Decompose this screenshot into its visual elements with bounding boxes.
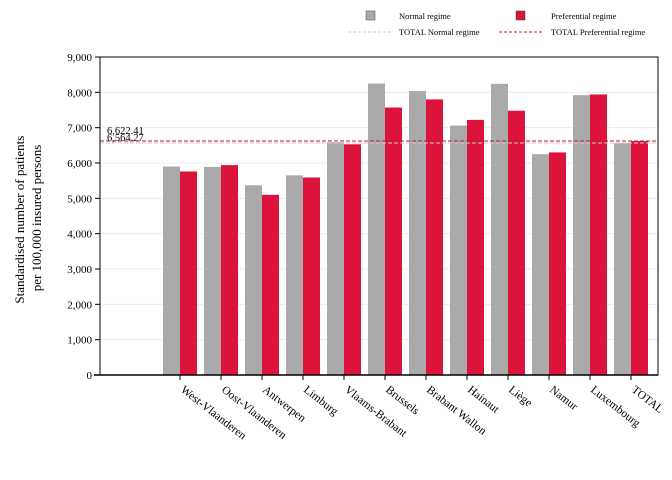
reference-line-label: 6,564.27 — [107, 133, 144, 144]
x-tick-label: TOTAL — [629, 384, 665, 416]
bar-normal — [491, 83, 508, 375]
bar-normal — [573, 95, 590, 375]
bar-normal — [368, 83, 385, 375]
y-tick-label: 4,000 — [67, 229, 92, 241]
y-axis-title-line2: per 100,000 insured persons — [29, 145, 44, 292]
bar-normal — [532, 154, 549, 375]
y-axis-title-line1: Standardised number of patients — [12, 136, 27, 304]
bar-normal — [204, 166, 221, 375]
legend-label-normal: Normal regime — [399, 11, 451, 21]
x-tick-label: Namur — [547, 384, 580, 413]
bar-preferential — [631, 141, 648, 375]
x-tick-label: Brussels — [383, 384, 422, 418]
bar-preferential — [385, 107, 402, 375]
bar-normal — [163, 166, 180, 375]
bar-normal — [614, 143, 631, 375]
y-tick-label: 5,000 — [67, 193, 92, 205]
legend-swatch-preferential — [515, 10, 526, 21]
legend-label-total-preferential: TOTAL Preferential regime — [551, 27, 645, 37]
bar-preferential — [426, 99, 443, 376]
y-tick-label: 0 — [87, 370, 93, 382]
bar-normal — [245, 185, 262, 375]
legend-swatch-normal — [365, 10, 376, 21]
bar-normal — [327, 142, 344, 375]
bar-preferential — [549, 152, 566, 375]
bar-preferential — [303, 177, 320, 375]
bar-preferential — [262, 194, 279, 375]
x-tick-label: Limburg — [301, 384, 340, 418]
bar-normal — [286, 175, 303, 375]
reference-lines: 6,564.276,622.41 — [100, 126, 658, 144]
bar-preferential — [180, 171, 197, 375]
y-tick-label: 3,000 — [67, 264, 92, 276]
legend: Normal regime Preferential regime TOTAL … — [348, 10, 645, 37]
legend-label-total-normal: TOTAL Normal regime — [399, 27, 480, 37]
x-tick-label: Liège — [506, 384, 534, 410]
y-tick-label: 9,000 — [67, 52, 92, 64]
legend-label-preferential: Preferential regime — [551, 11, 617, 21]
bar-preferential — [467, 119, 484, 375]
bars — [163, 83, 648, 376]
axes — [94, 56, 659, 380]
y-tick-label: 6,000 — [67, 158, 92, 170]
reference-line-label: 6,622.41 — [107, 126, 144, 137]
bar-preferential — [344, 144, 361, 375]
bar-normal — [409, 90, 426, 376]
y-tick-labels: 0 1,000 2,000 3,000 4,000 5,000 6,000 7,000 8,00… — [67, 52, 92, 382]
y-tick-label: 1,000 — [67, 335, 92, 347]
x-tick-labels: West-VlaanderenOost-VlaanderenAntwerpenL… — [178, 384, 665, 443]
y-tick-label: 8,000 — [67, 87, 92, 99]
y-tick-label: 2,000 — [67, 299, 92, 311]
y-axis-title: Standardised number of patients per 100,… — [12, 132, 44, 303]
bar-preferential — [221, 165, 238, 375]
bar-normal — [450, 125, 467, 376]
y-tick-label: 7,000 — [67, 123, 92, 135]
x-tick-label: Hainaut — [465, 384, 502, 416]
bar-preferential — [590, 94, 607, 375]
bar-preferential — [508, 110, 525, 375]
